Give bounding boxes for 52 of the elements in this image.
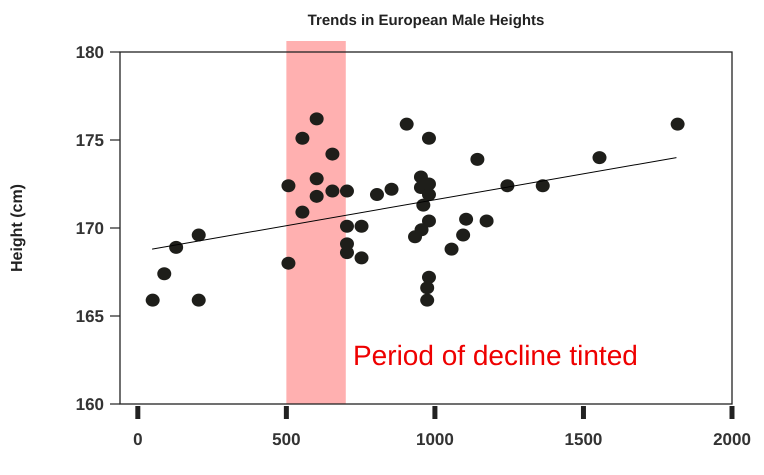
y-axis-title: Height (cm): [9, 184, 26, 272]
point: [384, 182, 399, 196]
point: [340, 246, 354, 260]
point: [281, 179, 296, 192]
x-tick-label: 2000: [713, 430, 751, 449]
point: [422, 270, 436, 284]
point: [325, 148, 340, 161]
chart-title: Trends in European Male Heights: [308, 12, 544, 29]
point: [459, 212, 474, 226]
point: [420, 281, 434, 294]
y-tick-label: 180: [76, 42, 104, 62]
y-tick-label: 175: [76, 130, 104, 150]
point: [456, 228, 470, 242]
point: [192, 228, 206, 242]
point: [370, 188, 384, 202]
point: [157, 267, 172, 280]
x-tick-label: 0: [133, 430, 143, 449]
x-tick-label: 1000: [416, 430, 454, 449]
point: [480, 214, 494, 228]
point: [592, 151, 606, 164]
x-tick-label: 500: [272, 430, 301, 449]
point: [340, 220, 354, 233]
point: [670, 118, 685, 131]
point: [420, 294, 434, 307]
point: [470, 152, 484, 166]
point: [310, 172, 324, 186]
point: [422, 132, 436, 145]
point: [295, 132, 310, 145]
x-tick-label: 1500: [564, 430, 602, 449]
point: [400, 118, 414, 131]
point: [192, 294, 206, 307]
point: [408, 230, 422, 244]
point: [146, 294, 160, 307]
point: [416, 198, 430, 212]
point: [354, 251, 369, 264]
point: [281, 256, 296, 270]
y-tick-label: 165: [76, 306, 104, 326]
point: [325, 184, 340, 198]
point: [310, 190, 324, 203]
point: [444, 242, 459, 256]
y-tick-label: 170: [76, 218, 104, 238]
point: [340, 184, 354, 198]
point: [295, 206, 310, 219]
point: [422, 188, 436, 202]
point: [310, 112, 324, 126]
y-tick-label: 160: [76, 394, 104, 414]
point: [422, 214, 436, 228]
point: [169, 240, 184, 254]
annotation: Period of decline tinted: [353, 340, 638, 371]
point: [536, 179, 550, 192]
point: [500, 179, 514, 192]
point: [354, 220, 369, 233]
